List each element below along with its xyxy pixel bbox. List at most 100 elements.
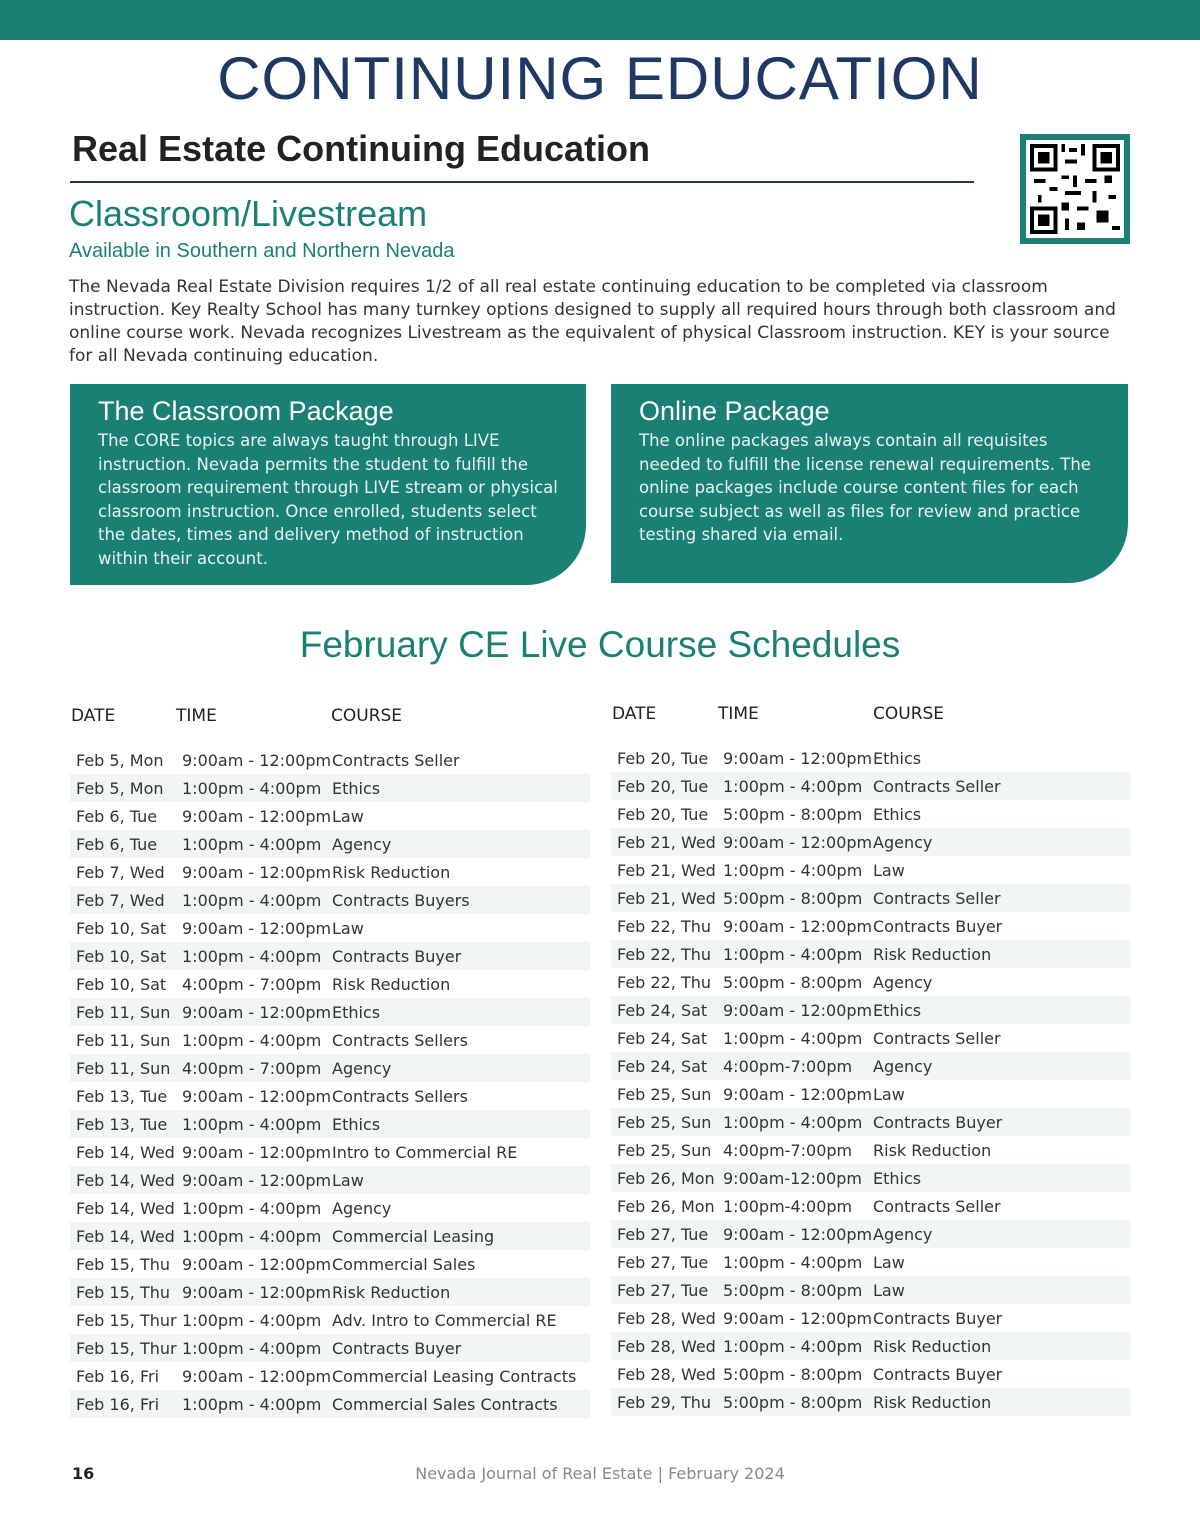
cell-time: 9:00am - 12:00pm <box>182 1087 332 1106</box>
cell-course: Risk Reduction <box>332 1283 451 1302</box>
cell-time: 9:00am - 12:00pm <box>182 1255 332 1274</box>
cell-date: Feb 28, Wed <box>617 1365 716 1384</box>
cell-date: Feb 16, Fri <box>76 1395 160 1414</box>
cell-date: Feb 10, Sat <box>76 947 167 966</box>
cell-course: Commercial Leasing <box>332 1227 495 1246</box>
cell-date: Feb 20, Tue <box>617 805 709 824</box>
cell-time: 1:00pm - 4:00pm <box>723 1029 863 1048</box>
table-row: Feb 6, Tue 1:00pm - 4:00pm Agency <box>70 830 590 858</box>
schedule-title: February CE Live Course Schedules <box>299 624 901 665</box>
cell-course: Commercial Sales Contracts <box>332 1395 558 1414</box>
cell-time: 9:00am - 12:00pm <box>723 1309 873 1328</box>
cell-date: Feb 15, Thur <box>76 1339 177 1358</box>
card-body: The CORE topics are always taught throug… <box>98 431 558 568</box>
cell-date: Feb 16, Fri <box>76 1367 160 1386</box>
cell-time: 1:00pm-4:00pm <box>723 1197 853 1216</box>
cell-date: Feb 13, Tue <box>76 1087 168 1106</box>
cell-course: Contracts Buyer <box>873 917 1003 936</box>
cell-date: Feb 7, Wed <box>76 891 165 910</box>
table-row: Feb 25, Sun 9:00am - 12:00pm Law <box>611 1080 1131 1108</box>
cell-course: Commercial Sales <box>332 1255 476 1274</box>
table-row: Feb 26, Mon 1:00pm-4:00pm Contracts Seller <box>611 1192 1131 1220</box>
cell-time: 4:00pm - 7:00pm <box>182 1059 322 1078</box>
cell-date: Feb 15, Thur <box>76 1311 177 1330</box>
divider <box>70 181 974 183</box>
cell-course: Agency <box>873 833 933 852</box>
cell-course: Contracts Buyer <box>332 947 462 966</box>
cell-time: 1:00pm - 4:00pm <box>723 1253 863 1272</box>
cell-course: Agency <box>332 835 392 854</box>
cell-date: Feb 14, Wed <box>76 1227 175 1246</box>
column-header-date: DATE <box>71 706 116 726</box>
cell-date: Feb 6, Tue <box>76 807 158 826</box>
table-row: Feb 13, Tue 1:00pm - 4:00pm Ethics <box>70 1110 590 1138</box>
cell-time: 1:00pm - 4:00pm <box>723 945 863 964</box>
cell-course: Agency <box>873 1225 933 1244</box>
cell-date: Feb 24, Sat <box>617 1029 708 1048</box>
cell-time: 1:00pm - 4:00pm <box>723 861 863 880</box>
cell-date: Feb 25, Sun <box>617 1085 712 1104</box>
qr-code-icon <box>1026 140 1124 238</box>
table-row: Feb 11, Sun 4:00pm - 7:00pm Agency <box>70 1054 590 1082</box>
cell-time: 9:00am - 12:00pm <box>182 1171 332 1190</box>
cell-course: Agency <box>332 1199 392 1218</box>
cell-course: Contracts Sellers <box>332 1087 468 1106</box>
online-package-card: Online Package The online packages alway… <box>611 384 1128 583</box>
intro-paragraph: The Nevada Real Estate Division requires… <box>69 277 1116 366</box>
cell-time: 5:00pm - 8:00pm <box>723 1365 863 1384</box>
cell-course: Contracts Sellers <box>332 1031 468 1050</box>
table-row: Feb 16, Fri 1:00pm - 4:00pm Commercial Sal… <box>70 1390 590 1418</box>
column-header-course: COURSE <box>331 706 403 726</box>
page-title: CONTINUING EDUCATION <box>217 45 983 112</box>
cell-date: Feb 14, Wed <box>76 1143 175 1162</box>
cell-time: 1:00pm - 4:00pm <box>182 835 322 854</box>
table-row: Feb 11, Sun 9:00am - 12:00pm Ethics <box>70 998 590 1026</box>
cell-time: 1:00pm - 4:00pm <box>182 1227 322 1246</box>
cell-date: Feb 27, Tue <box>617 1225 709 1244</box>
cell-course: Ethics <box>332 1003 381 1022</box>
qr-code[interactable] <box>1020 134 1130 244</box>
cell-course: Risk Reduction <box>332 975 451 994</box>
table-row: Feb 15, Thur 1:00pm - 4:00pm Adv. Intro to… <box>70 1306 590 1334</box>
cell-date: Feb 21, Wed <box>617 833 716 852</box>
cell-course: Risk Reduction <box>873 945 992 964</box>
cell-course: Law <box>332 919 364 938</box>
table-row: Feb 28, Wed 1:00pm - 4:00pm Risk Reduction <box>611 1332 1131 1360</box>
cell-date: Feb 5, Mon <box>76 779 164 798</box>
cell-time: 9:00am-12:00pm <box>723 1169 862 1188</box>
cell-course: Law <box>873 1281 905 1300</box>
table-row: Feb 5, Mon 1:00pm - 4:00pm Ethics <box>70 774 590 802</box>
cell-date: Feb 26, Mon <box>617 1197 715 1216</box>
table-row: Feb 25, Sun 1:00pm - 4:00pm Contracts Buye… <box>611 1108 1131 1136</box>
cell-course: Contracts Buyer <box>873 1113 1003 1132</box>
table-row: Feb 11, Sun 1:00pm - 4:00pm Contracts Sell… <box>70 1026 590 1054</box>
cell-course: Contracts Seller <box>332 751 460 770</box>
cell-time: 1:00pm - 4:00pm <box>182 1115 322 1134</box>
cell-course: Contracts Buyer <box>873 1309 1003 1328</box>
cell-time: 9:00am - 12:00pm <box>182 863 332 882</box>
cell-date: Feb 26, Mon <box>617 1169 715 1188</box>
cell-date: Feb 24, Sat <box>617 1057 708 1076</box>
card-body: The online packages always contain all r… <box>639 431 1091 544</box>
column-header-date: DATE <box>612 704 657 724</box>
table-row: Feb 14, Wed 1:00pm - 4:00pm Agency <box>70 1194 590 1222</box>
cell-time: 9:00am - 12:00pm <box>182 807 332 826</box>
cell-date: Feb 22, Thu <box>617 945 711 964</box>
cell-date: Feb 11, Sun <box>76 1031 171 1050</box>
table-row: Feb 22, Thu 5:00pm - 8:00pm Agency <box>611 968 1131 996</box>
cell-time: 9:00am - 12:00pm <box>182 1283 332 1302</box>
table-row: Feb 22, Thu 9:00am - 12:00pm Contracts Buy… <box>611 912 1131 940</box>
cell-course: Law <box>332 807 364 826</box>
cell-course: Commercial Leasing Contracts <box>332 1367 577 1386</box>
cell-course: Contracts Buyers <box>332 891 470 910</box>
cell-date: Feb 25, Sun <box>617 1113 712 1132</box>
cell-time: 5:00pm - 8:00pm <box>723 1393 863 1412</box>
cell-date: Feb 27, Tue <box>617 1281 709 1300</box>
cell-time: 1:00pm - 4:00pm <box>723 1113 863 1132</box>
cell-time: 1:00pm - 4:00pm <box>723 1337 863 1356</box>
table-row: Feb 24, Sat 9:00am - 12:00pm Ethics <box>611 996 1131 1024</box>
table-row: Feb 27, Tue 9:00am - 12:00pm Agency <box>611 1220 1131 1248</box>
cell-time: 9:00am - 12:00pm <box>182 751 332 770</box>
cell-date: Feb 20, Tue <box>617 749 709 768</box>
table-row: Feb 6, Tue 9:00am - 12:00pm Law <box>70 802 590 830</box>
